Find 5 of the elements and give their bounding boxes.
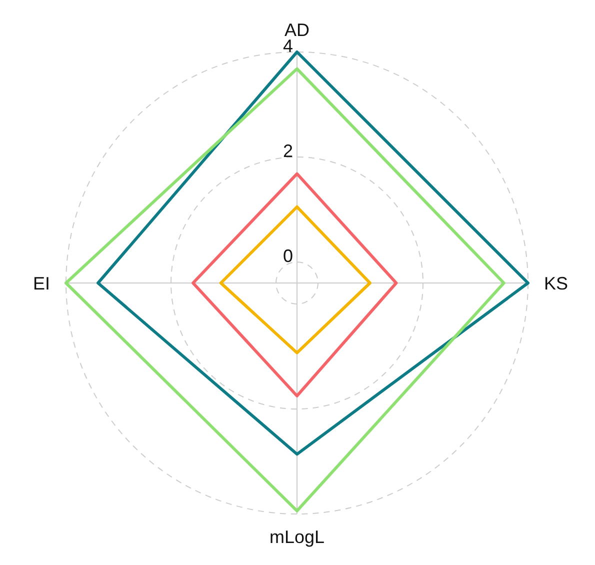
y-tick-label: 0 <box>282 246 293 266</box>
spoke-label: EI <box>32 273 50 294</box>
spoke-label: mLogL <box>269 526 325 547</box>
y-tick-label: 2 <box>282 141 293 161</box>
spoke-label: KS <box>544 273 568 294</box>
